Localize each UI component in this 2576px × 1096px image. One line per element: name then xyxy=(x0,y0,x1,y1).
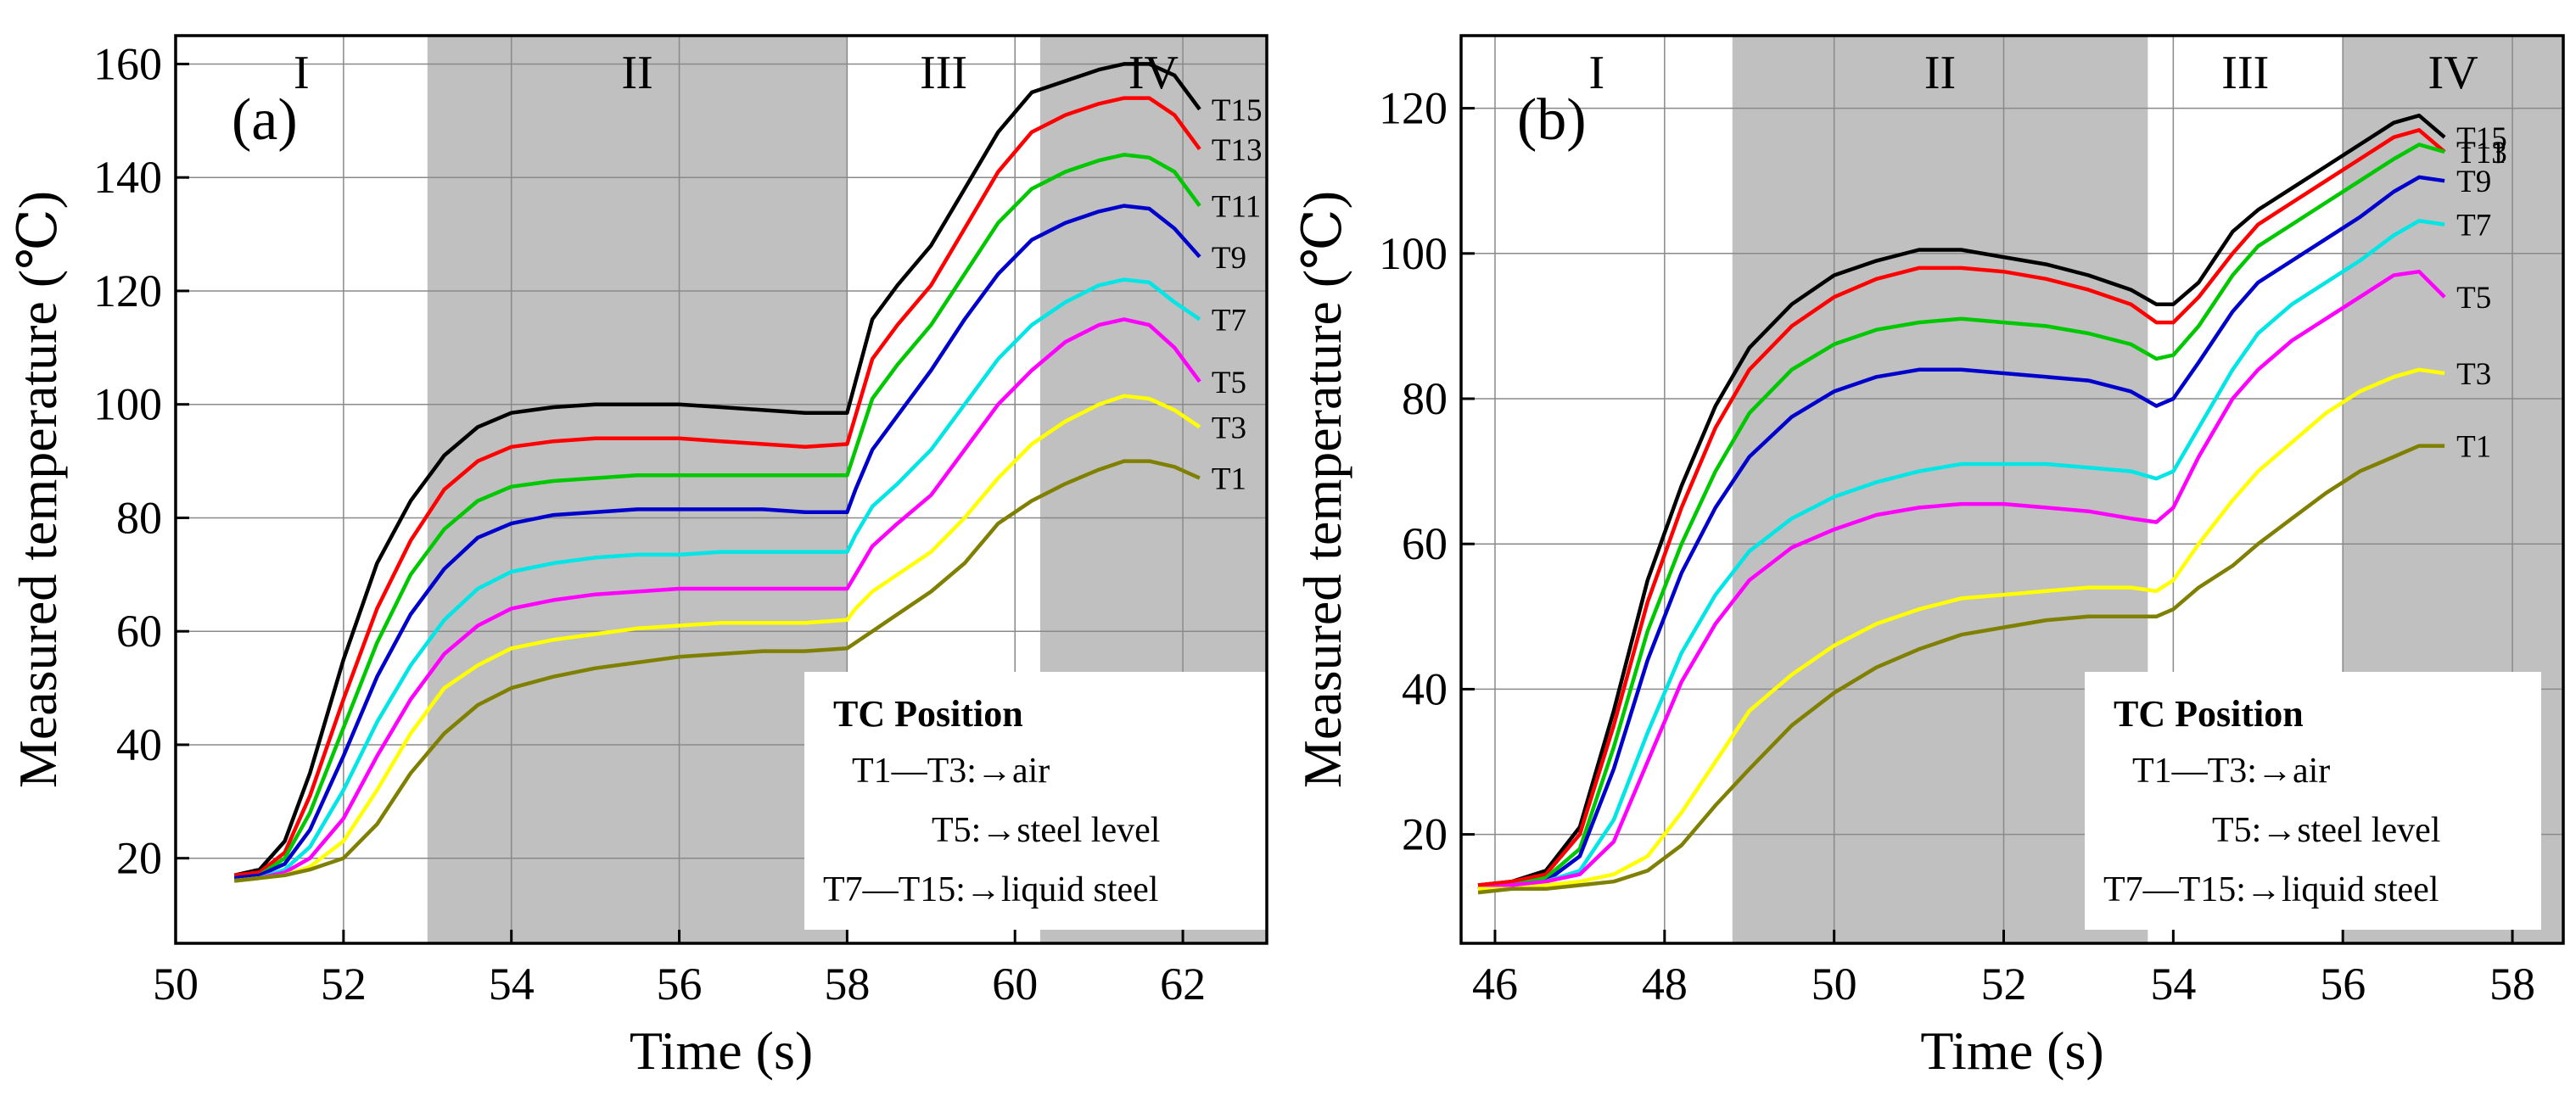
legend-line-1: T1—T3:→air xyxy=(2132,752,2330,791)
legend-line-3: T7—T15:→liquid steel xyxy=(823,870,1158,909)
phase-band-ii xyxy=(427,36,848,943)
phase-label-ii: II xyxy=(1924,47,1956,99)
series-line-t3 xyxy=(1478,367,2445,892)
phase-label-iii: III xyxy=(920,47,967,99)
plot-frame xyxy=(174,34,1268,945)
y-tick-label: 100 xyxy=(93,379,162,430)
x-tick-label: 56 xyxy=(657,959,703,1009)
series-label-t7: T7 xyxy=(2456,209,2491,243)
x-tick-label: 54 xyxy=(2150,959,2196,1009)
panel-label: (b) xyxy=(1517,87,1587,153)
legend-box xyxy=(2085,672,2541,930)
series-label-t7: T7 xyxy=(1212,303,1246,338)
series-line-t3 xyxy=(233,394,1201,883)
x-tick-label: 56 xyxy=(2320,959,2366,1009)
series-line-t7 xyxy=(233,277,1201,883)
series-line-t11 xyxy=(1477,143,2445,892)
series-line-t15 xyxy=(233,62,1201,877)
series-line-t7 xyxy=(1477,219,2445,892)
phase-label-iii: III xyxy=(2221,47,2269,99)
series-label-t5: T5 xyxy=(2456,281,2491,316)
x-tick-label: 58 xyxy=(824,959,870,1009)
y-axis-label: Measured temperature (℃) xyxy=(8,191,68,788)
series-line-t13 xyxy=(1477,128,2446,887)
y-tick-label: 80 xyxy=(116,492,162,543)
phase-label-iv: IV xyxy=(2428,47,2478,99)
series-label-t15: T15 xyxy=(2456,121,2507,156)
y-tick-label: 120 xyxy=(93,266,162,316)
y-tick-label: 120 xyxy=(1379,83,1448,134)
y-tick-label: 60 xyxy=(116,606,162,657)
legend-line-1: T1—T3:→air xyxy=(852,752,1050,791)
series-label-t5: T5 xyxy=(1212,366,1246,400)
x-tick-label: 50 xyxy=(1812,959,1857,1009)
series-label-t9: T9 xyxy=(1212,241,1246,276)
legend-line-2: T5:→steel level xyxy=(932,811,1160,850)
y-tick-label: 20 xyxy=(116,833,162,884)
series-label-t3: T3 xyxy=(1212,411,1246,445)
panel-label: (a) xyxy=(232,87,298,153)
series-label-t1: T1 xyxy=(2456,430,2491,465)
phase-label-ii: II xyxy=(621,47,652,99)
series-label-t11: T11 xyxy=(2456,136,2506,171)
series-line-t5 xyxy=(233,317,1201,883)
x-axis-label: Time (s) xyxy=(1920,1021,2103,1081)
y-tick-label: 40 xyxy=(116,719,162,770)
legend-title: TC Position xyxy=(2114,693,2304,735)
phase-label-i: I xyxy=(294,47,310,99)
x-tick-label: 52 xyxy=(321,959,367,1009)
y-tick-label: 80 xyxy=(1402,373,1448,424)
x-tick-label: 58 xyxy=(2489,959,2535,1009)
y-tick-label: 160 xyxy=(93,38,162,89)
series-label-t3: T3 xyxy=(2456,357,2491,392)
phase-label-i: I xyxy=(1589,47,1605,99)
legend-line-2: T5:→steel level xyxy=(2212,811,2440,850)
x-tick-label: 54 xyxy=(489,959,535,1009)
series-line-t5 xyxy=(1477,269,2446,892)
series-line-t9 xyxy=(233,204,1201,881)
series-line-t1 xyxy=(233,459,1201,883)
legend-box xyxy=(804,672,1267,930)
y-tick-label: 100 xyxy=(1379,228,1448,279)
x-axis-label: Time (s) xyxy=(630,1021,813,1081)
series-label-t13: T13 xyxy=(2456,136,2507,171)
legend-title: TC Position xyxy=(833,693,1023,735)
series-line-t11 xyxy=(233,153,1201,881)
series-label-t11: T11 xyxy=(1212,190,1261,225)
x-tick-label: 62 xyxy=(1160,959,1206,1009)
phase-band-ii xyxy=(1732,36,2148,943)
series-line-t15 xyxy=(1477,113,2446,887)
y-tick-label: 140 xyxy=(93,152,162,203)
series-line-t9 xyxy=(1477,175,2445,892)
series-line-t13 xyxy=(233,96,1201,878)
x-tick-label: 50 xyxy=(153,959,199,1009)
x-tick-label: 52 xyxy=(1981,959,2027,1009)
plot-frame xyxy=(1459,34,2565,945)
y-tick-label: 40 xyxy=(1402,663,1448,714)
series-label-t13: T13 xyxy=(1212,133,1263,168)
x-tick-label: 48 xyxy=(1642,959,1688,1009)
x-tick-label: 60 xyxy=(992,959,1038,1009)
y-axis-label: Measured temperature (℃) xyxy=(1292,191,1352,788)
series-label-t15: T15 xyxy=(1212,93,1263,128)
series-label-t9: T9 xyxy=(2456,165,2491,199)
legend-line-3: T7—T15:→liquid steel xyxy=(2103,870,2439,909)
y-tick-label: 60 xyxy=(1402,518,1448,569)
y-tick-label: 20 xyxy=(1402,809,1448,860)
x-tick-label: 46 xyxy=(1472,959,1518,1009)
series-label-t1: T1 xyxy=(1212,462,1246,497)
series-line-t1 xyxy=(1477,444,2445,895)
